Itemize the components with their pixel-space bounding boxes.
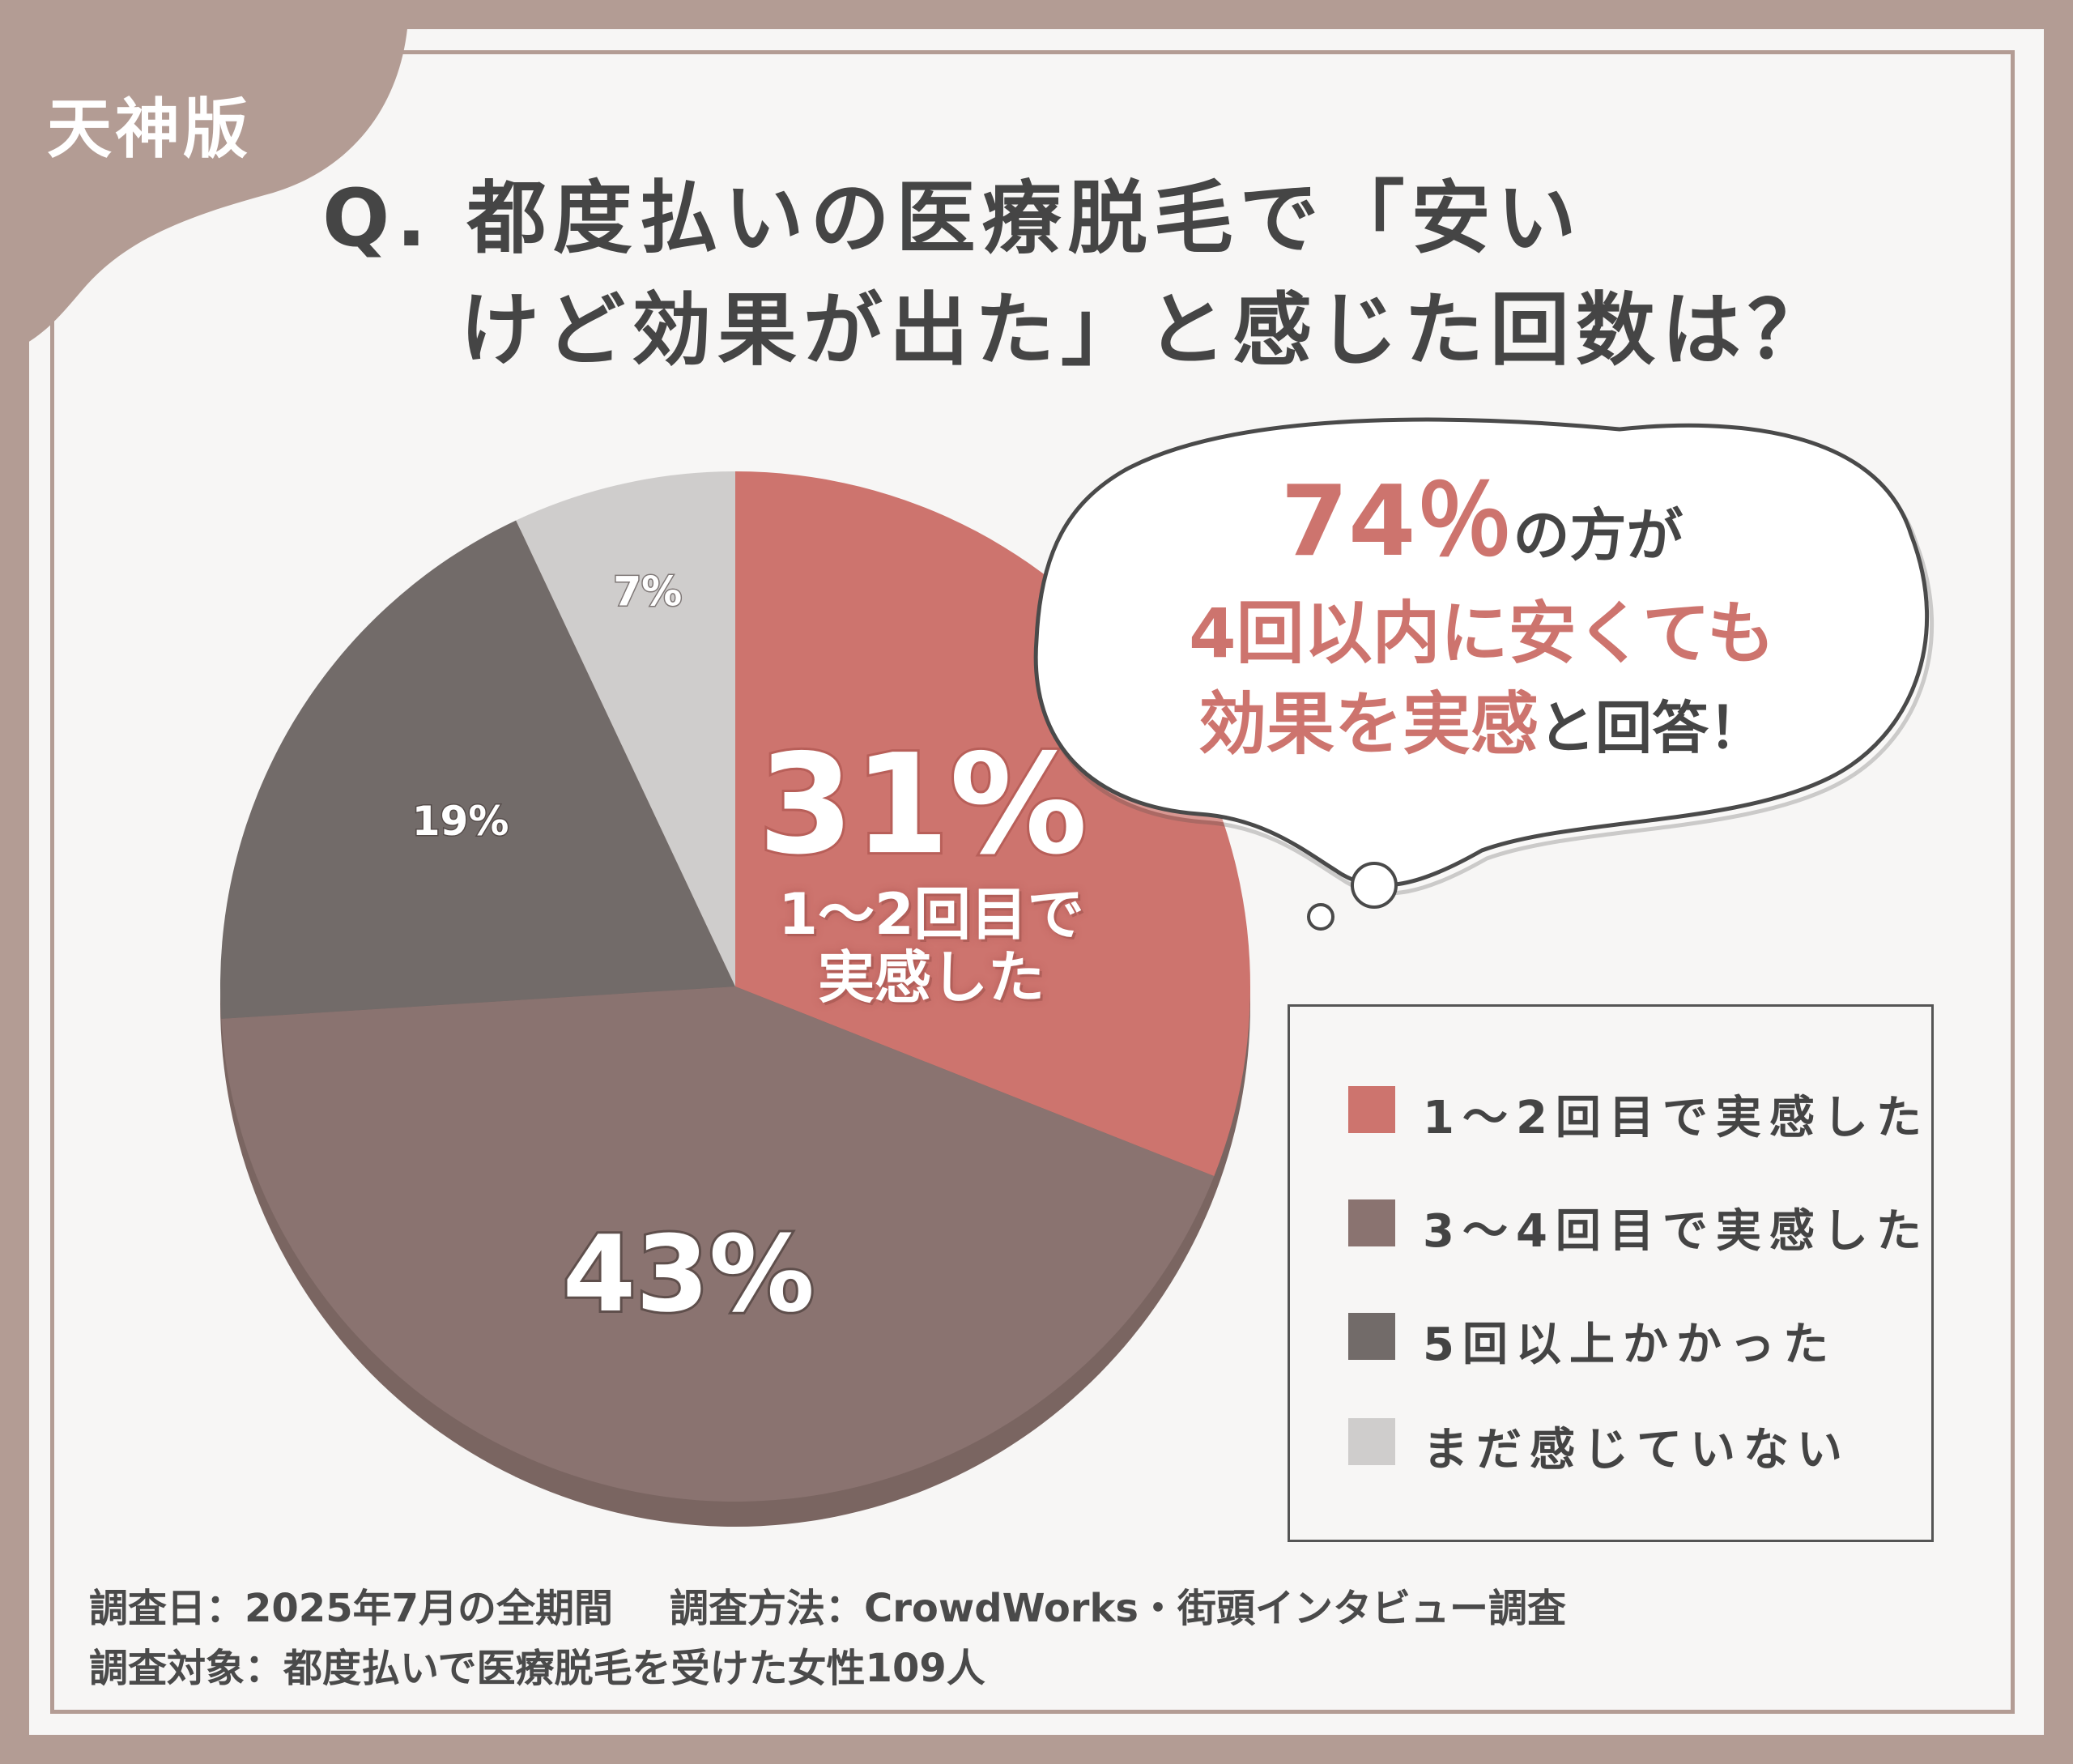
corner-tab <box>0 0 409 356</box>
pie-slice-3 <box>220 520 735 1019</box>
callout-line3-highlight: 効果を実感 <box>1198 684 1539 764</box>
inner-frame <box>50 50 2015 1714</box>
pie-value-label-3: 19% <box>412 798 509 845</box>
pie-value-label-4: 7% <box>613 568 682 615</box>
center-label-line2: 実感した <box>818 944 1045 1011</box>
callout-line2: 4回以内に安くても <box>1189 594 1775 673</box>
pie-slice-4 <box>516 471 735 986</box>
question-line-1: Q. 都度払いの医療脱毛で「安い <box>322 173 1583 265</box>
legend: 1〜2回目で実感した 3〜4回目で実感した 5回以上かかった まだ感じていない <box>1288 1004 1934 1542</box>
pie-value-label-2: 43% <box>563 1212 815 1336</box>
legend-label-4: まだ感じていない <box>1423 1424 1850 1476</box>
callout-line1-rest: の方が <box>1513 502 1684 569</box>
footer-line1: 調査日：2025年7月の全期間 調査方法：CrowdWorks・街頭インタビュー調… <box>89 1576 1623 1633</box>
region-badge: 天神版 <box>47 92 251 167</box>
callout-line3-rest: と回答！ <box>1539 695 1765 761</box>
pie-slice-2 <box>221 986 1215 1502</box>
center-label-line1: 1〜2回目で <box>778 881 1084 948</box>
survey-date: 調査日：2025年7月の全期間 <box>89 1586 613 1631</box>
legend-label-2: 3〜4回目で実感した <box>1423 1205 1930 1258</box>
thought-bubble <box>1033 417 1935 931</box>
callout-text: 74％の方が 4回以内に安くても 効果を実感と回答！ <box>1077 470 1887 773</box>
survey-method: 調査方法：CrowdWorks・街頭インタビュー調査 <box>670 1586 1566 1631</box>
legend-swatch-2 <box>1348 1199 1395 1246</box>
legend-label-1: 1〜2回目で実感した <box>1423 1092 1930 1144</box>
pie-value-label-1: 31% <box>758 725 1088 885</box>
legend-swatch-4 <box>1348 1418 1395 1465</box>
legend-label-3: 5回以上かかった <box>1423 1319 1837 1371</box>
legend-swatch-3 <box>1348 1313 1395 1360</box>
callout-percent: 74％ <box>1280 466 1513 578</box>
question-line-2: けど効果が出た」と感じた回数は？ <box>460 284 1834 377</box>
legend-swatch-1 <box>1348 1086 1395 1133</box>
center-callout: 1〜2回目で 実感した <box>761 883 1101 1009</box>
survey-target: 調査対象：都度払いで医療脱毛を受けた女性109人 <box>89 1646 985 1691</box>
footer-line2: 調査対象：都度払いで医療脱毛を受けた女性109人 <box>89 1636 1042 1693</box>
